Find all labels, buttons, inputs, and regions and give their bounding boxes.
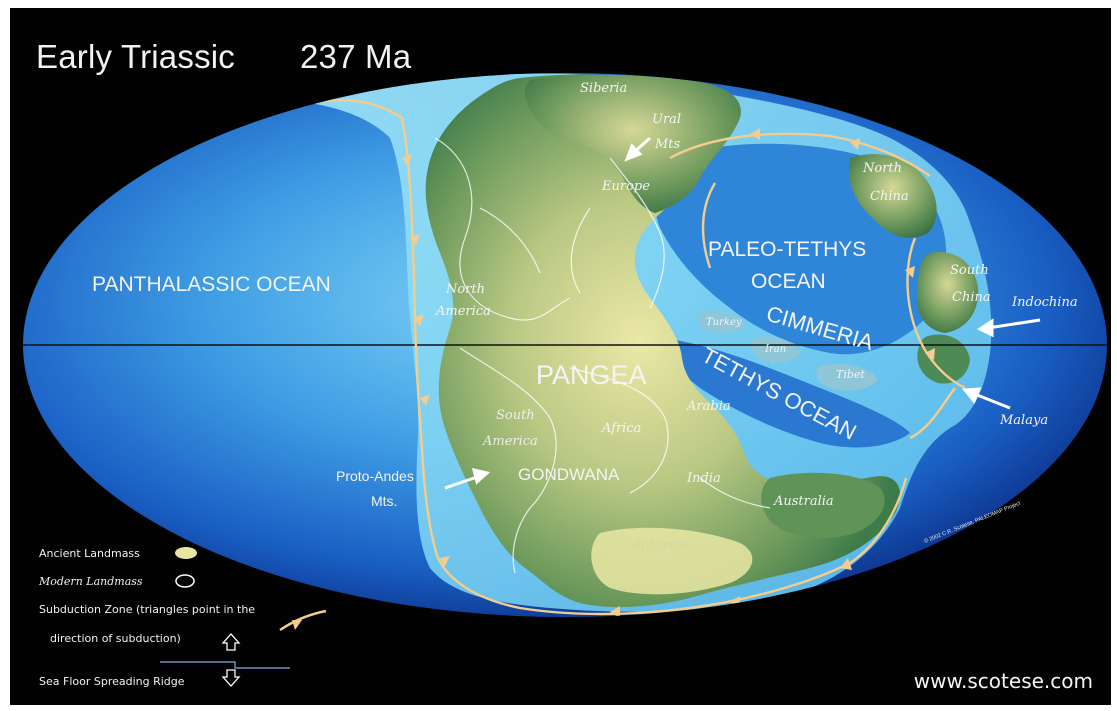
website-credit: www.scotese.com — [913, 669, 1093, 693]
tethys-basin — [660, 338, 910, 448]
arrow-down-icon — [221, 669, 241, 687]
antarctica-region — [591, 527, 753, 595]
arrow-up-icon — [221, 633, 241, 651]
legend-ancient-landmass: Ancient Landmass — [39, 547, 140, 560]
indochina-landmass — [917, 334, 970, 384]
map-frame: PANTHALASSIC OCEAN PALEO-TETHYS OCEAN CI… — [10, 8, 1111, 705]
iran-terrane — [751, 336, 800, 363]
legend-modern-landmass: Modern Landmass — [39, 575, 143, 588]
subduction-swatch — [279, 609, 327, 632]
pangea-landmass — [425, 74, 900, 608]
australia-region — [761, 472, 885, 539]
modern-landmass-swatch — [175, 574, 195, 588]
siberia-landmass — [524, 74, 741, 214]
legend-symbols — [160, 547, 327, 687]
legend-subduction-direction: direction of subduction) — [50, 632, 181, 645]
ancient-landmass-swatch — [175, 547, 197, 559]
pointer-arrows — [444, 136, 1041, 490]
legend-spreading-ridge: Sea Floor Spreading Ridge — [39, 675, 185, 688]
modern-coastlines — [434, 137, 771, 574]
south-china-landmass — [916, 252, 979, 333]
tibet-terrane — [816, 363, 878, 391]
legend-subduction-zone: Subduction Zone (triangles point in the — [39, 603, 256, 616]
map-title: Early Triassic — [36, 38, 235, 75]
ridge-swatch — [160, 661, 290, 669]
paleogeographic-map: PANTHALASSIC OCEAN PALEO-TETHYS OCEAN CI… — [23, 73, 1107, 687]
subduction-zones — [309, 99, 966, 616]
north-china-landmass — [849, 154, 937, 238]
map-age: 237 Ma — [300, 38, 412, 75]
turkey-terrane — [697, 311, 745, 333]
